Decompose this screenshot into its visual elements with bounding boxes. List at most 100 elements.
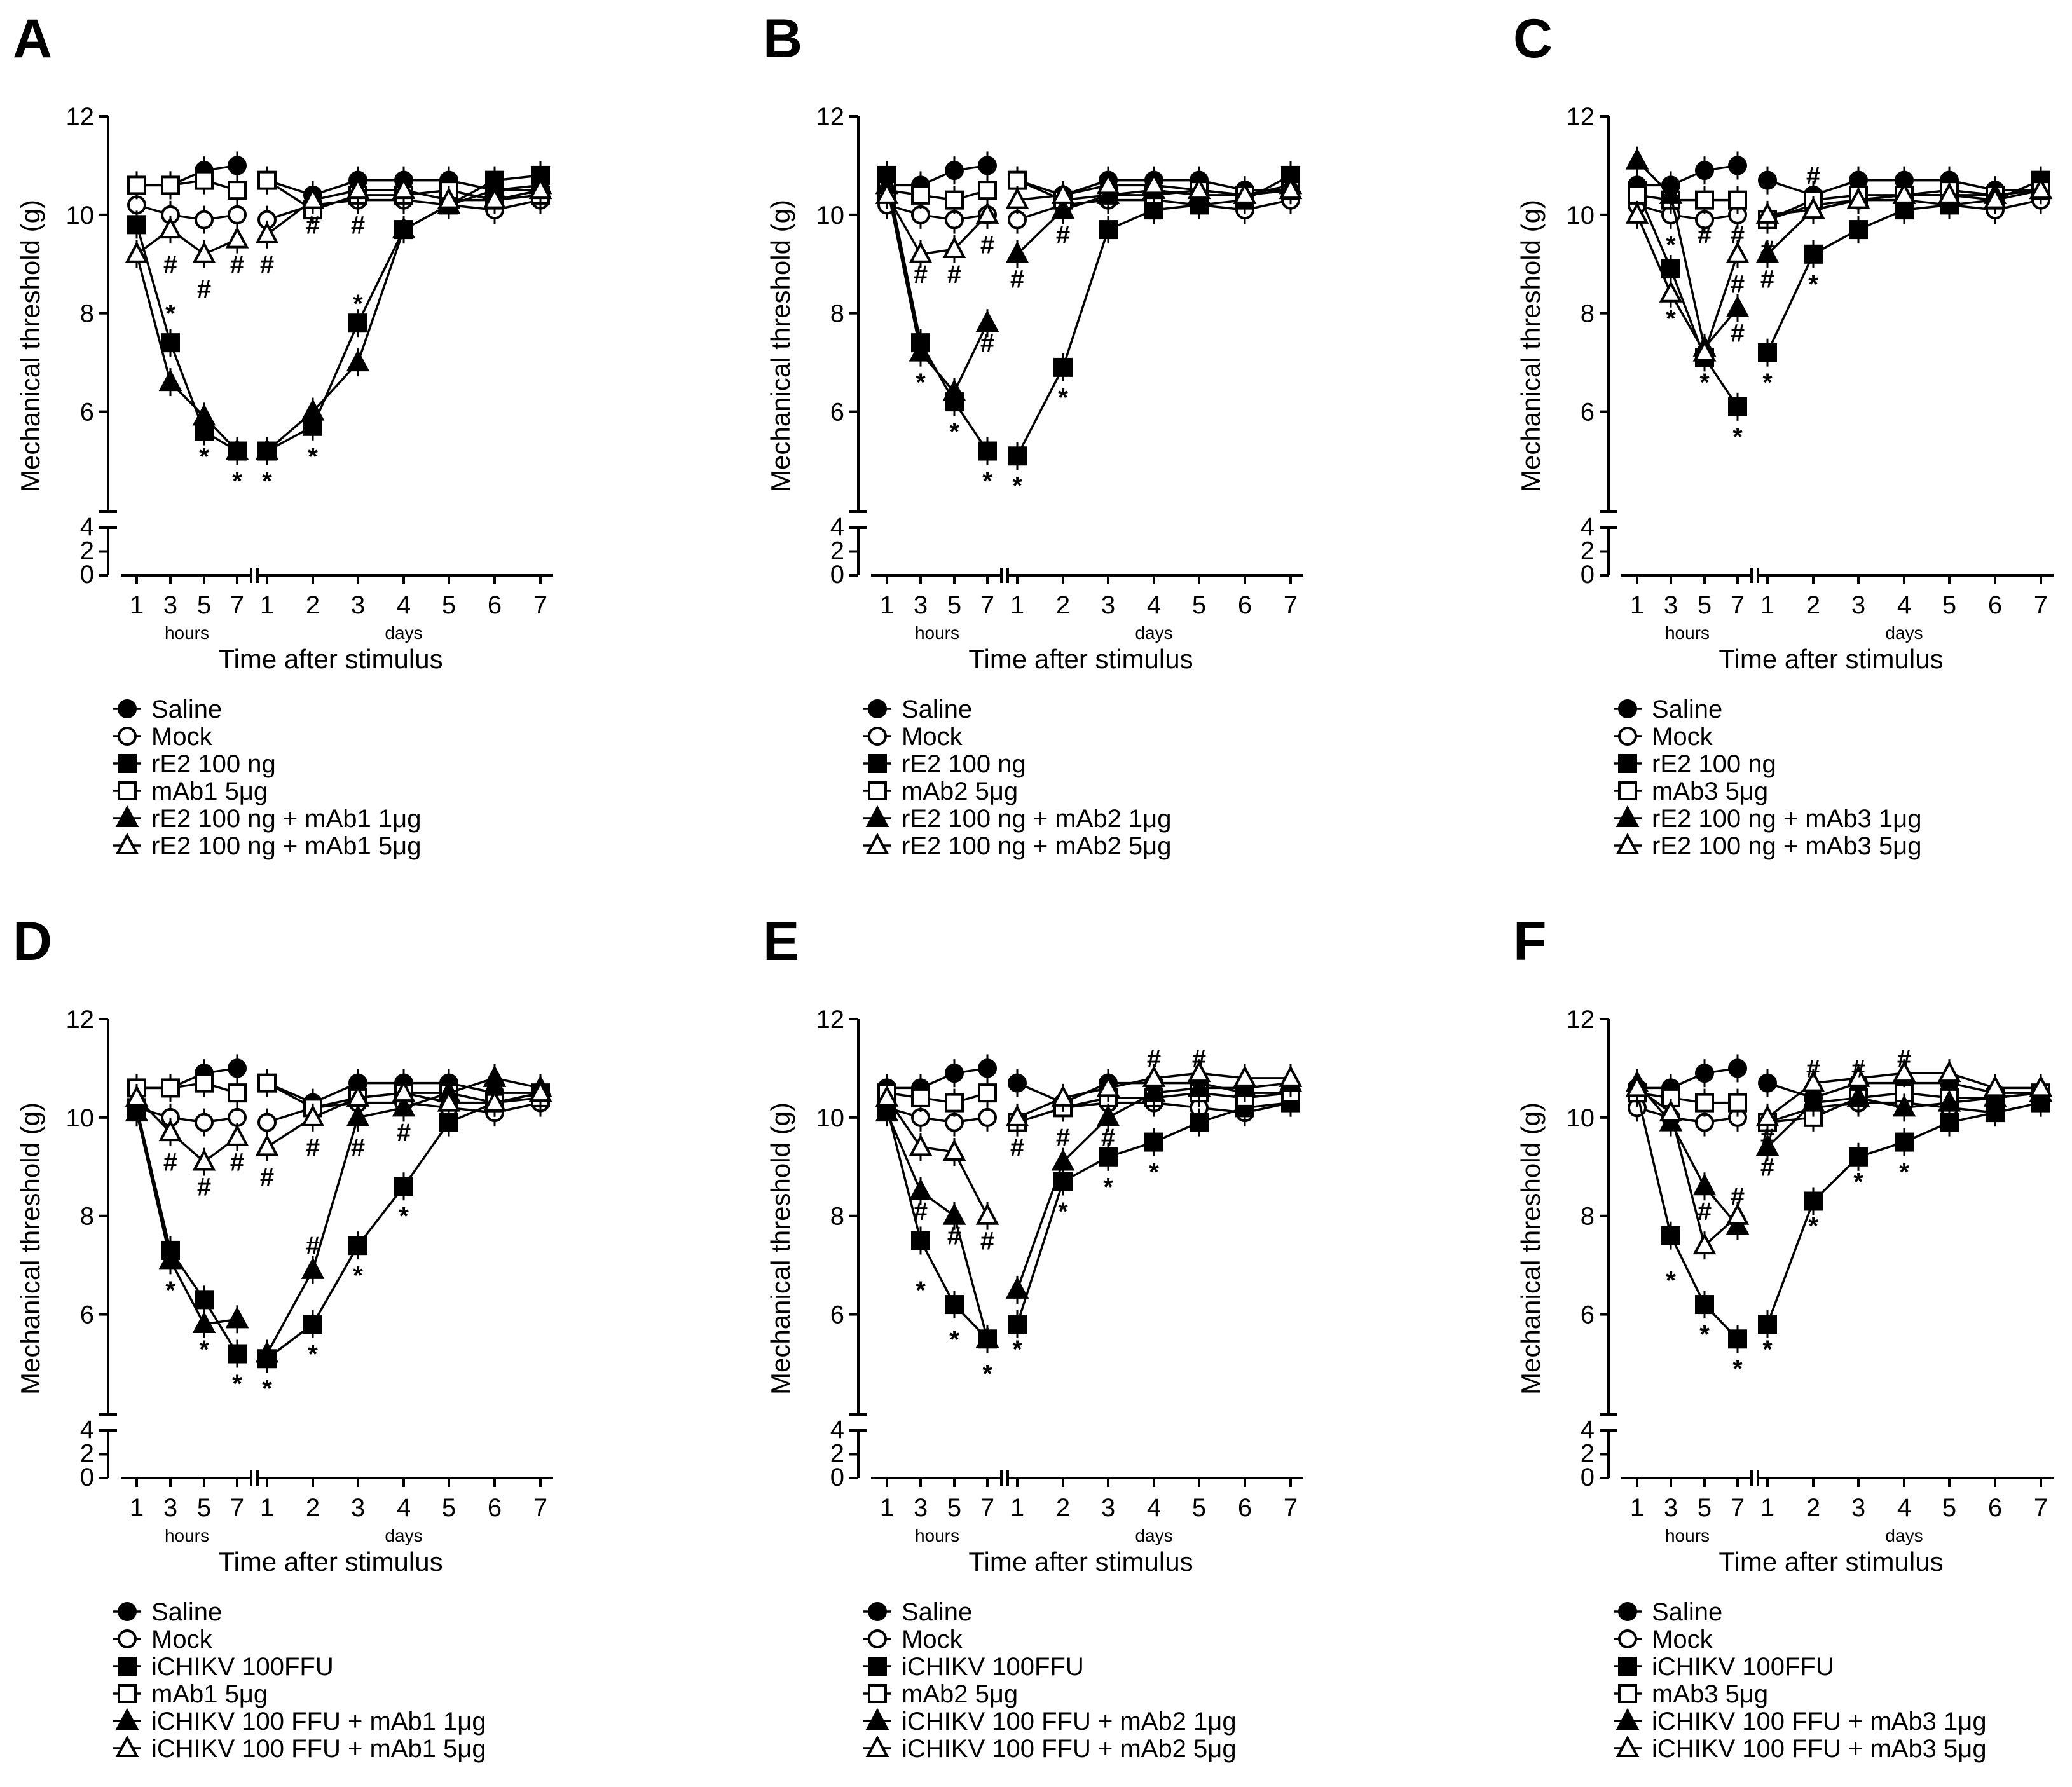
data-point (1233, 1065, 1257, 1087)
significance-hash: # (980, 1227, 994, 1255)
y-tick-label: 8 (1581, 1203, 1595, 1231)
legend-marker (868, 1684, 887, 1703)
significance-star: * (1149, 1158, 1159, 1186)
data-point (978, 1083, 997, 1103)
y-tick-label: 12 (66, 1006, 95, 1034)
data-point (945, 1295, 964, 1315)
significance-hash: # (914, 1198, 928, 1226)
data-point (392, 177, 416, 200)
y-tick-label: 0 (80, 561, 94, 589)
data-point (1695, 1295, 1714, 1315)
significance-star: * (165, 300, 175, 328)
data-point (1659, 280, 1683, 303)
data-point (1728, 1093, 1747, 1113)
data-point (255, 438, 279, 460)
legend-label: rE2 100 ng + mAb3 1μg (1652, 805, 1921, 833)
data-point (1758, 1073, 1777, 1093)
x-tick-label: 1 (880, 591, 894, 619)
x-tick-label: 2 (1056, 1494, 1070, 1522)
x-tick-label: 6 (1238, 591, 1252, 619)
x-tick-label: 3 (1851, 591, 1865, 619)
legend-marker (868, 727, 887, 746)
significance-hash: # (163, 1149, 177, 1177)
series-line-hours (1636, 160, 1739, 350)
series-line-hours (1636, 1092, 1738, 1104)
legend-label: iCHIKV 100FFU (151, 1653, 334, 1681)
legend-marker (118, 1657, 137, 1676)
data-point (1142, 172, 1166, 195)
x-tick-label: 4 (1897, 1494, 1911, 1522)
significance-star: * (1699, 1321, 1710, 1349)
panel-letter: A (13, 8, 52, 69)
data-point (1983, 1075, 2007, 1097)
x-tick-label: 1 (1760, 1494, 1774, 1522)
legend-item: rE2 100 ng + mAb2 1μg (863, 805, 1171, 833)
significance-hash: # (1731, 221, 1745, 249)
significance-star: * (1666, 231, 1676, 259)
x-tick-label: 4 (397, 591, 411, 619)
x-tick-label: 2 (1056, 591, 1070, 619)
data-point (1096, 1104, 1120, 1126)
legend-item: mAb1 5μg (113, 777, 268, 805)
data-point (1005, 187, 1029, 209)
y-tick-label: 2 (80, 1440, 94, 1468)
y-tick-label: 2 (80, 537, 94, 565)
legend-item: Mock (863, 1626, 963, 1653)
data-point (911, 185, 930, 205)
x-tick-label: 5 (1192, 591, 1206, 619)
legend-item: rE2 100 ng + mAb2 5μg (863, 832, 1171, 860)
data-point (348, 313, 367, 333)
legend-marker (1616, 832, 1640, 854)
legend-item: rE2 100 ng + mAb1 1μg (113, 805, 421, 833)
data-point (437, 187, 461, 209)
data-point (1728, 1329, 1747, 1349)
data-point (346, 177, 370, 200)
data-point (346, 349, 370, 372)
significance-star: * (949, 1325, 959, 1353)
y-tick-label: 12 (816, 1006, 845, 1034)
x-axis-title: Time after stimulus (968, 644, 1193, 674)
series-line-hours (135, 224, 238, 453)
data-point (394, 1177, 413, 1196)
data-point (1892, 1095, 1916, 1117)
data-point (1728, 1058, 1747, 1078)
significance-hash: # (197, 275, 211, 303)
significance-star: * (1732, 1355, 1743, 1383)
significance-hash: # (230, 250, 244, 278)
significance-hash: # (1056, 1124, 1070, 1152)
x-tick-label: 5 (1192, 1494, 1206, 1522)
legend-marker (1618, 1629, 1637, 1648)
series-re2-100-ng-mab1-5-g (125, 176, 552, 268)
significance-hash: # (163, 250, 177, 278)
data-point (1051, 1149, 1075, 1171)
legend-item: iCHIKV 100 FFU + mAb3 1μg (1614, 1708, 1987, 1736)
data-point (301, 399, 325, 421)
data-point (1804, 1191, 1823, 1211)
series-ichikv-100ffu (877, 1088, 1300, 1353)
significance-hash: # (1731, 320, 1745, 348)
days-label: days (1135, 623, 1172, 643)
x-tick-label: 6 (488, 1494, 502, 1522)
data-point (1187, 177, 1211, 200)
x-tick-label: 2 (1806, 1494, 1820, 1522)
days-label: days (385, 1526, 422, 1545)
x-tick-label: 3 (1664, 1494, 1678, 1522)
significance-star: * (1012, 1336, 1022, 1364)
series-line-hours (135, 1097, 238, 1163)
significance-hash: # (1731, 1183, 1745, 1211)
x-tick-label: 7 (533, 591, 547, 619)
data-point (228, 1083, 247, 1103)
significance-star: * (353, 290, 363, 318)
x-tick-label: 4 (397, 1494, 411, 1522)
significance-star: * (399, 1203, 409, 1231)
series-line-hours (137, 1081, 238, 1094)
data-point (978, 156, 997, 175)
legend-item: iCHIKV 100FFU (863, 1653, 1084, 1681)
legend-item: mAb2 5μg (863, 1680, 1018, 1708)
legend-marker (1618, 1602, 1637, 1621)
legend-label: Saline (902, 695, 972, 723)
significance-hash: # (980, 329, 994, 357)
data-point (1625, 147, 1649, 170)
legend-item: rE2 100 ng + mAb3 5μg (1614, 832, 1921, 860)
